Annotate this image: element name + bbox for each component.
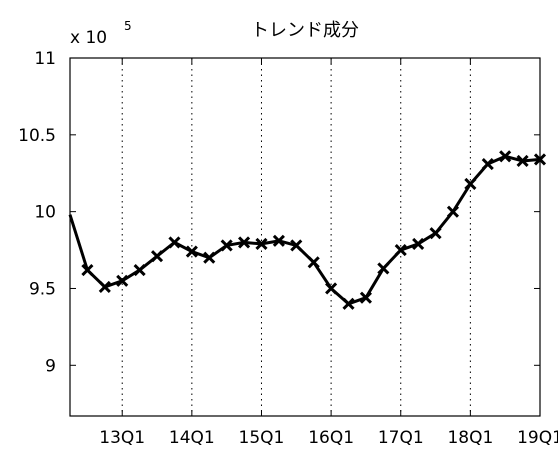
x-tick-label: 17Q1 (378, 428, 424, 448)
y-tick-label: 9.5 (29, 279, 56, 299)
data-point-marker (342, 297, 355, 310)
chart-title: トレンド成分 (251, 20, 359, 41)
data-point-marker (98, 280, 111, 293)
axis-multiplier-exponent: 5 (124, 19, 132, 33)
data-point-marker (81, 263, 94, 277)
plot-area-background (70, 58, 540, 416)
data-point-marker (133, 263, 146, 277)
data-point-marker (290, 239, 303, 252)
data-point-marker (499, 150, 512, 163)
data-point-marker (116, 274, 129, 287)
data-point-marker (307, 256, 320, 269)
data-point-marker (464, 177, 477, 191)
x-tick-label: 16Q1 (308, 428, 354, 448)
data-point-marker (481, 157, 494, 171)
data-point-marker (168, 236, 181, 249)
x-tick-label: 14Q1 (169, 428, 215, 448)
data-point-marker (185, 245, 198, 258)
data-point-marker (150, 250, 164, 263)
x-tick-labels: 13Q1 14Q1 15Q1 16Q1 17Q1 18Q1 19Q1 (99, 428, 558, 448)
data-point-marker (359, 291, 372, 304)
y-tick-label: 10.5 (18, 126, 56, 146)
data-point-marker (325, 282, 338, 295)
data-point-marker (394, 243, 407, 257)
y-tick-label: 9 (45, 356, 56, 376)
data-point-marker (516, 154, 529, 168)
data-point-marker (238, 236, 251, 249)
axis-ticks (70, 57, 541, 416)
axis-multiplier: x 10 (70, 28, 107, 48)
x-tick-label: 15Q1 (239, 428, 285, 448)
data-point-marker (446, 205, 460, 218)
x-tick-label: 13Q1 (99, 428, 145, 448)
series-line (68, 154, 541, 306)
y-tick-labels: 9 9.5 10 10.5 11 (18, 49, 56, 376)
data-point-marker (377, 262, 390, 275)
plot-frame (69, 57, 541, 417)
y-tick-label: 10 (34, 203, 56, 223)
series-layer (68, 150, 547, 310)
x-tick-label: 19Q1 (517, 428, 558, 448)
y-tick-label: 11 (34, 49, 56, 69)
x-tick-label: 18Q1 (447, 428, 493, 448)
data-point-marker (412, 237, 425, 250)
data-point-marker (220, 239, 233, 252)
data-point-marker (203, 251, 216, 264)
data-point-marker (272, 234, 285, 247)
data-point-marker (255, 237, 268, 250)
data-point-marker (429, 227, 442, 240)
